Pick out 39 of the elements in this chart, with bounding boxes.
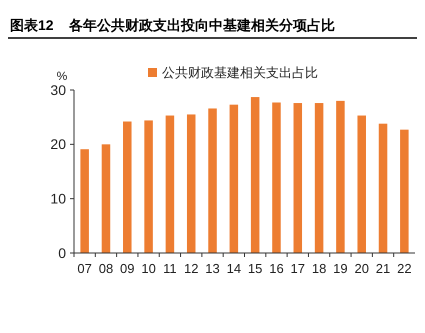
x-tick-label: 20 [354, 261, 369, 276]
bar [186, 114, 196, 253]
x-tick-label: 09 [120, 261, 135, 276]
x-tick-label: 16 [269, 261, 284, 276]
bar [166, 116, 174, 253]
bar [378, 124, 388, 253]
legend-label: 公共财政基建相关支出占比 [162, 65, 318, 80]
x-tick-label: 12 [184, 261, 198, 276]
x-tick-label: 13 [205, 261, 220, 276]
y-tick-label: 0 [58, 244, 66, 261]
chart-title: 图表12 各年公共财政支出投向中基建相关分项占比 [10, 17, 336, 33]
bar [102, 144, 110, 253]
x-tick-label: 22 [397, 261, 412, 276]
bar [294, 103, 302, 253]
x-tick-label: 10 [141, 261, 156, 276]
x-tick-label: 18 [312, 261, 326, 276]
bar [250, 97, 260, 253]
bar [230, 104, 238, 253]
bar [400, 130, 409, 253]
x-tick-label: 19 [333, 261, 348, 276]
x-tick-label: 15 [248, 261, 262, 276]
x-tick-label: 14 [226, 261, 242, 276]
bar [144, 120, 153, 253]
y-tick-label: 20 [50, 136, 66, 152]
bar [357, 116, 366, 253]
x-tick-label: 17 [290, 261, 306, 276]
bar [80, 149, 89, 253]
x-tick-label: 07 [77, 261, 92, 276]
bar [208, 108, 217, 253]
bar [123, 122, 132, 253]
y-tick-label: 10 [50, 190, 66, 207]
x-tick-label: 11 [163, 261, 177, 276]
bar [336, 100, 345, 253]
y-tick-label: 30 [50, 82, 66, 98]
x-tick-label: 21 [376, 261, 390, 276]
bar [272, 102, 281, 253]
y-axis-title: % [56, 69, 68, 83]
bar [314, 103, 324, 253]
x-tick-label: 08 [98, 261, 114, 276]
